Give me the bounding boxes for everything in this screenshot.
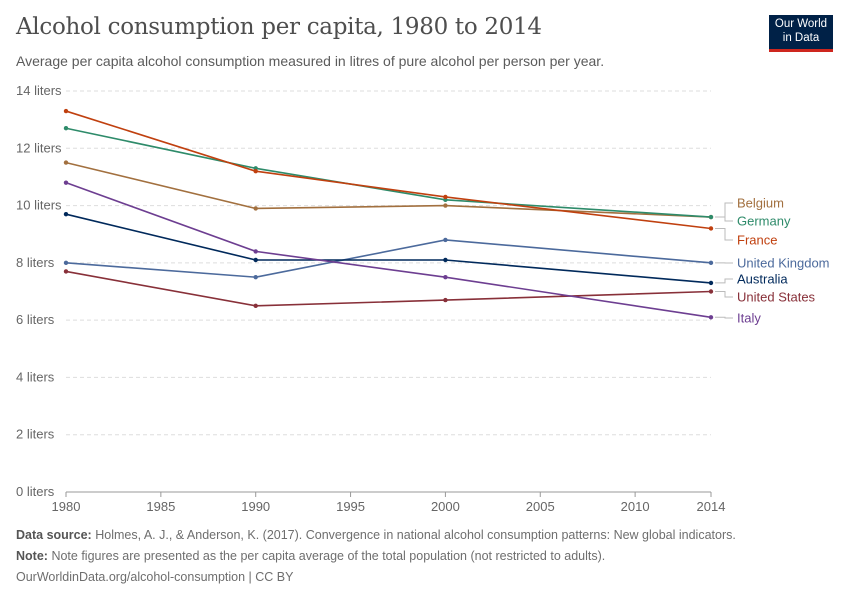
data-point: [253, 257, 258, 263]
data-point: [708, 226, 714, 231]
data-point: [253, 169, 258, 174]
y-tick-label: 12 liters: [16, 140, 62, 155]
data-point: [63, 211, 69, 217]
note-label: Note:: [16, 549, 48, 563]
data-point: [708, 214, 714, 220]
data-point: [253, 303, 258, 309]
data-point: [253, 249, 258, 254]
series-line-italy: [65, 181, 712, 319]
data-point: [443, 237, 448, 243]
source-url[interactable]: OurWorldinData.org/alcohol-consumption |…: [16, 570, 294, 584]
chart-title: Alcohol consumption per capita, 1980 to …: [16, 14, 542, 40]
data-point: [708, 260, 714, 266]
series-line-belgium: [65, 161, 712, 218]
series-line-united-states: [65, 270, 712, 307]
data-point: [63, 126, 69, 131]
data-point: [443, 257, 448, 263]
label-connector: [715, 316, 733, 319]
series-label: France: [737, 233, 777, 248]
data-point: [443, 274, 448, 280]
note: Note: Note figures are presented as the …: [16, 549, 605, 563]
series-label: United Kingdom: [737, 256, 830, 271]
y-tick-label: 0 liters: [16, 484, 55, 499]
data-point: [708, 289, 714, 294]
data-point: [63, 260, 69, 266]
note-text: Note figures are presented as the per ca…: [51, 549, 606, 563]
series-label: Germany: [737, 214, 791, 229]
logo-line2: in Data: [782, 32, 820, 44]
series-label: Australia: [737, 272, 788, 287]
x-tick-label: 1985: [146, 499, 175, 514]
label-connector: [715, 216, 733, 222]
x-tick-label: 1990: [241, 499, 270, 514]
label-connector: [715, 278, 733, 284]
data-source: Data source: Holmes, A. J., & Anderson, …: [16, 528, 736, 542]
series-line-united-kingdom: [65, 239, 712, 278]
source-label: Data source:: [16, 528, 92, 542]
y-tick-label: 10 liters: [16, 198, 62, 213]
series-label: United States: [737, 290, 816, 305]
label-connector: [715, 227, 733, 241]
data-point: [63, 269, 69, 274]
series-label: Belgium: [737, 196, 784, 211]
x-tick-label: 2005: [526, 499, 555, 514]
data-point: [443, 194, 448, 200]
logo-line1: Our World: [774, 18, 828, 30]
data-point: [63, 108, 69, 114]
data-point: [253, 274, 258, 280]
chart-subtitle: Average per capita alcohol consumption m…: [16, 53, 605, 69]
source-text: Holmes, A. J., & Anderson, K. (2017). Co…: [95, 528, 736, 542]
owid-logo[interactable]: Our World in Data: [769, 15, 833, 52]
data-point: [708, 315, 714, 320]
series-line-france: [65, 110, 712, 230]
x-tick-label: 1980: [52, 499, 81, 514]
series-line-australia: [65, 213, 712, 284]
series-label: Italy: [737, 311, 761, 326]
data-point: [443, 297, 448, 303]
x-tick-label: 2000: [431, 499, 460, 514]
y-tick-label: 14 liters: [16, 83, 62, 98]
y-tick-label: 2 liters: [16, 427, 55, 442]
label-connector: [715, 291, 733, 298]
y-tick-label: 6 liters: [16, 312, 55, 327]
x-tick-label: 1995: [336, 499, 365, 514]
y-tick-label: 8 liters: [16, 255, 55, 270]
x-tick-label: 2014: [697, 499, 726, 514]
y-tick-label: 4 liters: [16, 369, 55, 384]
data-point: [253, 206, 258, 211]
data-point: [63, 160, 69, 165]
data-point: [443, 203, 448, 208]
x-tick-label: 2010: [621, 499, 650, 514]
data-point: [63, 180, 69, 185]
data-point: [708, 280, 714, 286]
label-connector: [715, 202, 733, 218]
